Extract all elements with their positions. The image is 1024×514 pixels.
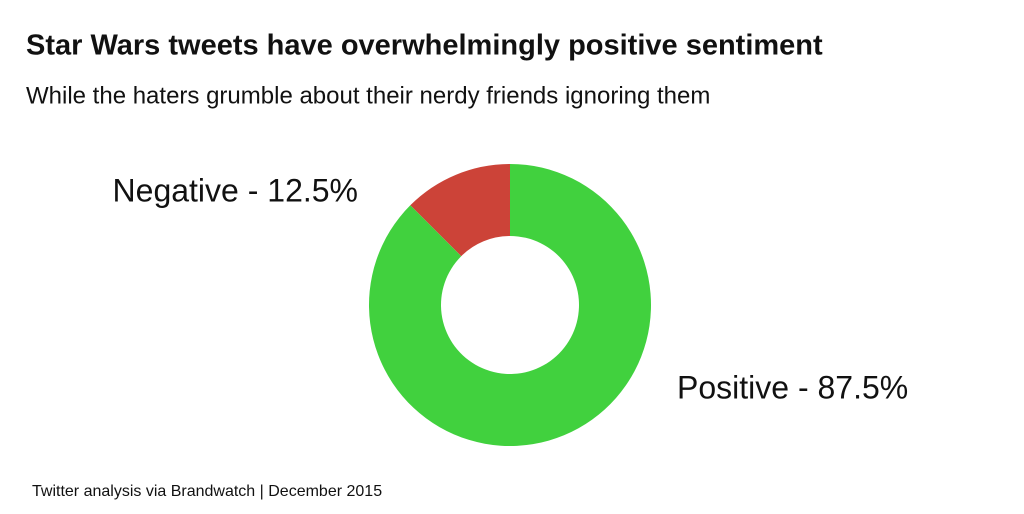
chart-subtitle: While the haters grumble about their ner… bbox=[26, 82, 710, 109]
chart-title: Star Wars tweets have overwhelmingly pos… bbox=[26, 30, 823, 62]
slice-label: Positive - 87.5% bbox=[677, 369, 908, 405]
source-note: Twitter analysis via Brandwatch | Decemb… bbox=[32, 483, 382, 500]
donut-slice bbox=[368, 164, 651, 446]
slice-label: Negative - 12.5% bbox=[113, 172, 358, 208]
donut-slice bbox=[410, 164, 510, 257]
